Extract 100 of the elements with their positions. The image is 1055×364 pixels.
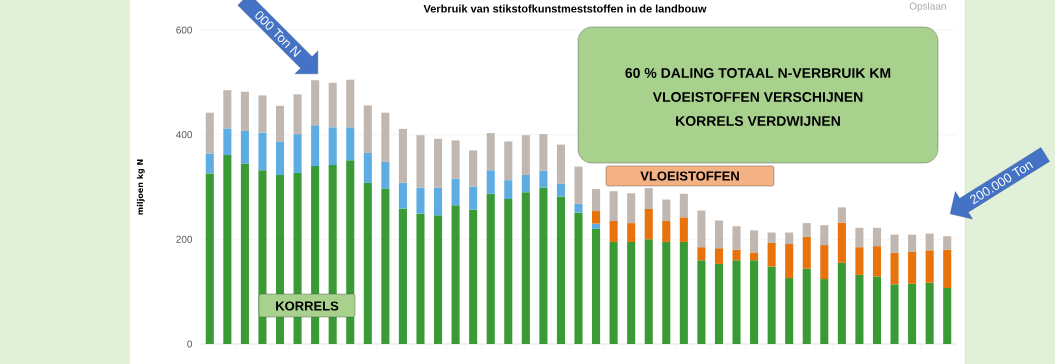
bar [609, 191, 618, 222]
bar [223, 155, 232, 344]
bar [837, 207, 846, 223]
bar [556, 183, 565, 197]
annotation: VLOEISTOFFEN VERSCHIJNEN [652, 92, 863, 102]
chart-title: Verbruik van stikstofkunstmeststoffen in de landbouw [423, 4, 707, 13]
bar [592, 189, 601, 212]
annotation: KORRELS [276, 301, 339, 311]
bar [398, 128, 407, 183]
bar [539, 170, 548, 188]
bar [328, 127, 337, 166]
bar [592, 228, 601, 344]
bar [802, 268, 811, 344]
bar [767, 232, 776, 243]
bar [275, 141, 285, 175]
bar [785, 278, 794, 344]
annotation: 60 % DALING TOTAAL N-VERBRUIK KM [625, 68, 891, 78]
bar [451, 178, 460, 206]
bar [574, 166, 583, 204]
bar [363, 105, 372, 153]
bar [504, 141, 513, 181]
bar [855, 227, 864, 248]
bar [609, 241, 618, 344]
bar [732, 249, 741, 261]
bar [486, 193, 495, 344]
bar [908, 283, 917, 344]
bar [223, 128, 232, 156]
bar [872, 246, 882, 277]
bar [644, 208, 653, 240]
bar [644, 239, 653, 344]
bar [311, 125, 320, 167]
bar [767, 266, 776, 344]
bar [521, 174, 530, 193]
bar [434, 138, 443, 188]
bar [890, 252, 899, 285]
bar [398, 208, 407, 344]
bar [416, 187, 425, 214]
bar [363, 152, 372, 183]
bar [240, 163, 249, 344]
bar [398, 182, 407, 209]
bar [381, 112, 390, 162]
bar [627, 241, 636, 344]
bar [240, 131, 249, 164]
bar [837, 262, 846, 344]
bar [697, 210, 706, 248]
bar [890, 284, 899, 344]
bar [416, 135, 425, 188]
bar [416, 213, 425, 344]
bar [627, 223, 636, 242]
bar [451, 140, 460, 179]
bar [258, 95, 267, 133]
bar [434, 215, 443, 344]
bar [679, 193, 688, 218]
y-tick-label: 0 [187, 340, 193, 348]
bar [697, 260, 706, 344]
bar [627, 193, 636, 224]
bar [434, 187, 443, 216]
bar [820, 279, 829, 344]
bar [837, 222, 846, 263]
bar [609, 221, 618, 242]
bar [662, 221, 671, 242]
bar [275, 105, 285, 142]
bar [258, 132, 267, 171]
bar [855, 274, 864, 344]
bar [697, 247, 706, 261]
bar [732, 226, 741, 250]
bar [521, 192, 530, 344]
bar [943, 236, 952, 250]
bar [820, 245, 829, 280]
bar [205, 112, 214, 154]
annotation: KORRELS VERDWIJNEN [676, 116, 840, 126]
bar [714, 263, 723, 344]
y-axis-title: miljoen kg N [136, 159, 145, 215]
text: Opslaan [909, 2, 946, 12]
bar [855, 247, 864, 275]
bar [872, 227, 882, 247]
bar [662, 241, 671, 344]
bar [311, 80, 320, 126]
bar [925, 233, 934, 251]
bar [381, 188, 390, 344]
bar [469, 209, 478, 344]
bar [539, 134, 548, 171]
bar [328, 82, 337, 128]
annotation: 000 Ton N [255, 11, 302, 58]
bar [346, 79, 355, 128]
bar [293, 134, 302, 173]
bar [205, 153, 214, 174]
bar [469, 186, 478, 210]
bar [574, 203, 583, 213]
bar [240, 91, 249, 131]
bar [785, 244, 794, 279]
bar [714, 248, 723, 264]
bar [293, 94, 302, 135]
bar [872, 276, 882, 344]
bar [504, 180, 513, 200]
bar [574, 212, 583, 344]
bar [732, 260, 741, 344]
bar [451, 205, 460, 344]
bar [750, 252, 759, 261]
bar [943, 249, 952, 288]
